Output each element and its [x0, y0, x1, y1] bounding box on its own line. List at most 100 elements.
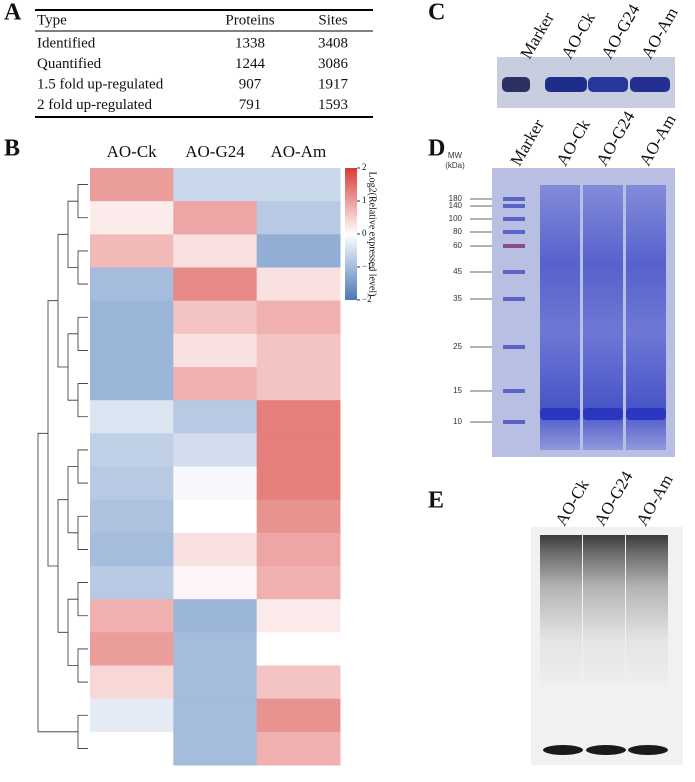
colorbar-label: Log2(Relative expressed level): [367, 172, 378, 297]
heatmap-cell: [90, 333, 174, 368]
heatmap-cell: [90, 665, 174, 700]
heatmap-cell: [90, 466, 174, 501]
table-cell: 1244: [235, 56, 266, 72]
dendrogram-branch: [77, 714, 88, 749]
mw-value: 45: [453, 267, 462, 276]
table-header: Proteins: [225, 12, 274, 28]
mw-value: 80: [453, 227, 462, 236]
heatmap-cell: [256, 599, 341, 633]
table-cell: Identified: [37, 35, 96, 51]
lane-label: AO-G24: [590, 467, 636, 528]
heatmap-cell: [256, 300, 341, 335]
heatmap-cell: [173, 499, 258, 534]
lane-label: AO-Ck: [552, 116, 594, 169]
heatmap-cell: [256, 433, 341, 467]
heatmap-cell: [173, 466, 258, 501]
heatmap-cell: [173, 665, 258, 700]
heatmap-cell: [90, 599, 174, 633]
heatmap-cell: [173, 400, 258, 434]
dendrogram-branch: [47, 300, 58, 567]
dendrogram-branch: [57, 233, 68, 368]
heatmap-cell: [256, 267, 341, 302]
table-cell: 3086: [318, 56, 349, 72]
gel-band: [545, 77, 587, 92]
heatmap-cell: [173, 731, 258, 766]
gel-band: [630, 77, 670, 92]
gel-band: [588, 77, 628, 92]
mw-value: 60: [453, 241, 462, 250]
dendrogram-branch: [77, 449, 88, 484]
heatmap-cell: [90, 234, 174, 268]
table-cell: 3408: [318, 35, 348, 51]
marker-band: [503, 217, 525, 221]
marker-band: [503, 204, 525, 208]
dendrogram-branch: [77, 582, 88, 617]
colorbar-tick-label: 2: [362, 162, 367, 172]
heatmap-cell: [173, 367, 258, 401]
blot-lane: [540, 535, 582, 685]
mw-value: 140: [449, 201, 463, 210]
heatmap-cell: [90, 168, 174, 202]
dendrogram-branch: [77, 316, 88, 351]
heatmap-cell: [173, 234, 258, 268]
heatmap-cell: [256, 466, 341, 501]
heatmap-cell: [90, 499, 174, 534]
table-header: Sites: [318, 12, 347, 28]
marker-band: [503, 297, 525, 301]
heatmap-cell: [256, 731, 341, 766]
heatmap-cell: [90, 400, 174, 434]
table-header: Type: [37, 12, 67, 28]
heatmap-cell: [173, 566, 258, 600]
panel-label: E: [428, 488, 444, 514]
panel-label: B: [4, 136, 20, 162]
gel-band: [502, 77, 530, 92]
lane-label: AO-Am: [632, 471, 676, 529]
blot-lane: [583, 535, 625, 685]
table-cell: 791: [239, 97, 262, 113]
heatmap-cell: [256, 234, 341, 268]
dendrogram-branch: [67, 200, 78, 268]
dendrogram-branch: [77, 648, 88, 683]
marker-band: [503, 197, 525, 201]
lane-label: AO-G24: [592, 107, 638, 168]
panel-label: A: [4, 0, 22, 26]
colorbar-tick-label: −1: [362, 261, 372, 271]
heatmap-cell: [256, 532, 341, 567]
lane-label: Marker: [506, 116, 548, 169]
heatmap-cell: [90, 532, 174, 567]
heatmap-cell: [256, 665, 341, 700]
mw-value: 180: [449, 194, 463, 203]
table-cell: 1338: [235, 35, 265, 51]
table-cell: 1917: [318, 76, 349, 92]
heatmap-cell: [90, 300, 174, 335]
heatmap-cell: [256, 168, 341, 202]
marker-band: [503, 420, 525, 424]
heatmap-cell: [90, 267, 174, 302]
mw-value: 100: [449, 214, 463, 223]
dendrogram-branch: [67, 333, 78, 401]
mw-value: 25: [453, 342, 462, 351]
colorbar-tick-label: 1: [362, 195, 367, 205]
heatmap-cell: [256, 333, 341, 368]
dendrogram-branch: [77, 184, 88, 219]
dendrogram-branch: [37, 432, 78, 733]
blot-band: [586, 745, 626, 755]
marker-band: [503, 345, 525, 349]
dendrogram-branch: [67, 466, 78, 534]
heatmap-cell: [173, 433, 258, 467]
gel-lane: [626, 185, 666, 450]
gel-band: [626, 408, 666, 420]
lane-label: AO-Am: [637, 4, 681, 62]
gel-lane: [540, 185, 580, 450]
heatmap-cell: [173, 300, 258, 335]
panel-label: D: [428, 136, 445, 162]
dendrogram-branch: [67, 598, 78, 666]
gel-lane: [583, 185, 623, 450]
heatmap-cell: [90, 731, 174, 766]
column-label: AO-Am: [270, 142, 326, 161]
heatmap-cell: [173, 698, 258, 733]
heatmap-cell: [256, 499, 341, 534]
table-cell: 2 fold up-regulated: [37, 97, 152, 113]
colorbar-tick-label: −2: [362, 294, 372, 304]
